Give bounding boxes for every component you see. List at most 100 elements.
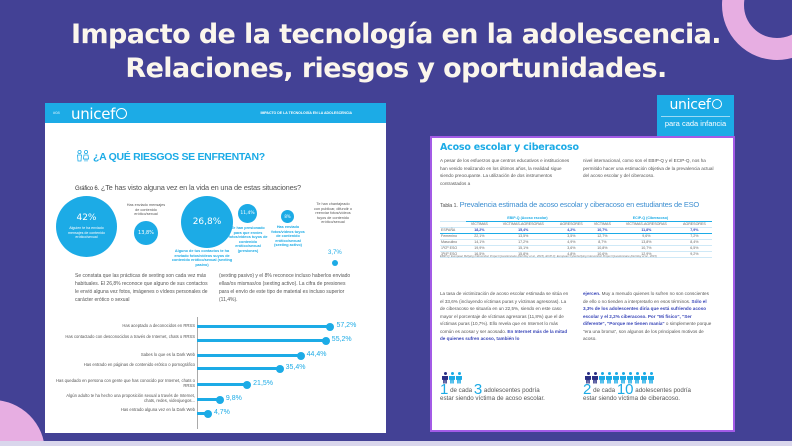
bubble-3-7 [332,260,338,266]
table-row: 1º/2º ESO 19,9% 15,1% 3,6% 10,8% 10,7% 6,5% [440,245,712,252]
person-icon [442,372,448,384]
person-icon [599,372,605,384]
people-icon [77,150,90,162]
bubble-26-8: 26,8% [181,196,233,248]
person-icon [627,372,633,384]
page-title: Impacto de la tecnología en la adolescen… [0,18,792,86]
bar-end-dot [203,409,212,418]
person-icon [634,372,640,384]
table-note: EBIP-Q: European Bullying Intervention P… [440,254,657,258]
bar [197,398,220,401]
column-header: AGRESORES [553,221,589,228]
bottom-strip [0,441,792,446]
stat-mid: de cada [593,387,616,394]
group-header-ecipq: ECIP-Q (Ciberacoso) [588,215,712,222]
table-title-text: Prevalencia estimada de acoso escolar y … [459,200,700,209]
bar-category-label: Has contactado con desconocidos a través… [65,334,195,339]
bubble-value: 26,8% [192,217,222,227]
bar [197,412,208,415]
bar-end-dot [296,351,305,360]
stat-num-2: 10 [616,381,634,398]
table-cell: 12,9% [615,251,677,258]
globe-icon [116,108,128,119]
bubble-13-8: 13,8% [134,221,158,245]
bar-end-dot [326,322,335,331]
table-cell: 8,4% [676,239,712,246]
table-cell: 18,2% [465,227,493,234]
table-cell: 4,2% [553,227,589,234]
bubble-value-3-7: 3,7% [328,250,342,256]
figure-caption: Gráfico 6. ¿Te has visto alguna vez en l… [75,183,301,192]
table-title: Tabla 1. Prevalencia estimada de acoso e… [440,200,699,209]
row-label: ESPAÑA [440,227,466,234]
stat-num-1: 1 [440,381,449,398]
table-cell: 9,6% [615,233,677,240]
table-cell: 10,8% [588,245,616,252]
body-left-text: La tasa de victimización de acoso escola… [440,291,569,334]
stat-acoso: 1 de cada 3 adolescentes podría estar si… [440,382,545,402]
section-heading-text: ¿A QUÉ RIESGOS SE ENFRENTAN? [93,151,265,163]
table-cell: 4,8% [553,251,589,258]
bubble-value: 13,8% [138,230,154,236]
bar-chart: Has aceptado a deconocidos en RRSS 57,2% H… [45,317,386,429]
table-cell: 10,7% [588,227,616,234]
bubble-label-26-8: Alguno de tus contactos te ha enviado fo… [171,249,233,267]
table-row: 3º/4º ESO 16,5% 15,8% 4,8% 10,6% 12,9% 9,2% [440,251,712,258]
prevalence-table: EBIP-Q (Acoso escolar) ECIP-Q (Ciberacos… [440,215,712,258]
section-heading: ¿A QUÉ RIESGOS SE ENFRENTAN? [76,150,265,163]
table-cell: 12,7% [588,233,616,240]
table-cell: 19,9% [465,245,493,252]
bar-category-label: Has entrado alguna vez en la Dark Web [120,407,195,412]
header-title: IMPACTO DE LA TECNOLOGÍA EN LA ADOLESCEN… [260,111,352,115]
stat-ciberacoso: 2 de cada 10 adolescentes podría estar s… [583,382,691,402]
page-number: #08 [53,110,60,115]
bar-value-label: 57,2% [336,322,357,329]
column-header: VÍCTIMAS [465,221,493,228]
bar-end-dot [321,336,330,345]
body-right-text: Muy a menudo quienes lo sufren no son co… [583,291,709,304]
bar-value-label: 4,7% [213,409,230,416]
paragraph-left: Se constata que las prácticas de sexting… [75,273,208,303]
stat-line-2: estar siendo víctima de acoso escolar. [440,394,545,402]
bar-category-label: Has aceptado a deconocidos en RRSS [122,323,195,328]
table-cell: 7,2% [676,233,712,240]
person-icon [648,372,654,384]
bubble-label-11-4: Te han presionado para que envíes fotos/… [228,226,268,253]
person-icon [641,372,647,384]
right-document: Acoso escolar y ciberacoso A pesar de lo… [430,136,735,432]
bar-category-label: Has entrado en páginas de contenido erót… [83,362,195,367]
figure-label: Gráfico 6. [75,186,100,192]
globe-icon [711,99,722,109]
table-label: Tabla 1. [440,203,458,209]
bubble-label-3-7: Te han chantajeado con publicar, difundi… [314,202,352,225]
stat-rest: adolescentes podría [635,387,691,394]
bubble-value: 8% [284,214,291,219]
table-cell: 3,5% [553,233,589,240]
row-label-header [440,221,466,228]
bar-value-label: 55,2% [331,336,352,343]
body-left: La tasa de victimización de acoso escola… [440,290,572,343]
table-cell: 11,8% [615,227,677,234]
bar-value-label: 35,4% [285,364,306,371]
table-cell: 13,5% [492,233,554,240]
table-cell: 15,1% [492,245,554,252]
table-cell: 13,8% [615,239,677,246]
table-cell: 17,2% [492,239,554,246]
table-cell: 22,1% [465,233,493,240]
person-icon [620,372,626,384]
bubble-11-4: 11,4% [238,204,257,223]
body-left-highlight: En Internet más de la mitad de quienes s… [440,328,568,342]
stat-mid: de cada [450,387,473,394]
person-icon [613,372,619,384]
logo-text: unicef [669,97,711,113]
table-row: Masculino 14,1% 17,2% 4,9% 8,7% 13,8% 8,4% [440,239,712,246]
table-cell: 8,7% [588,239,616,246]
table-cell: 4,9% [553,239,589,246]
figures-acoso [442,372,462,384]
bubble-value: 11,4% [240,211,255,216]
table-cell: 3,6% [553,245,589,252]
row-label: 1º/2º ESO [440,245,466,252]
unicef-logo: unicef [71,105,128,123]
bar [197,354,301,357]
stat-num-1: 2 [583,381,592,398]
